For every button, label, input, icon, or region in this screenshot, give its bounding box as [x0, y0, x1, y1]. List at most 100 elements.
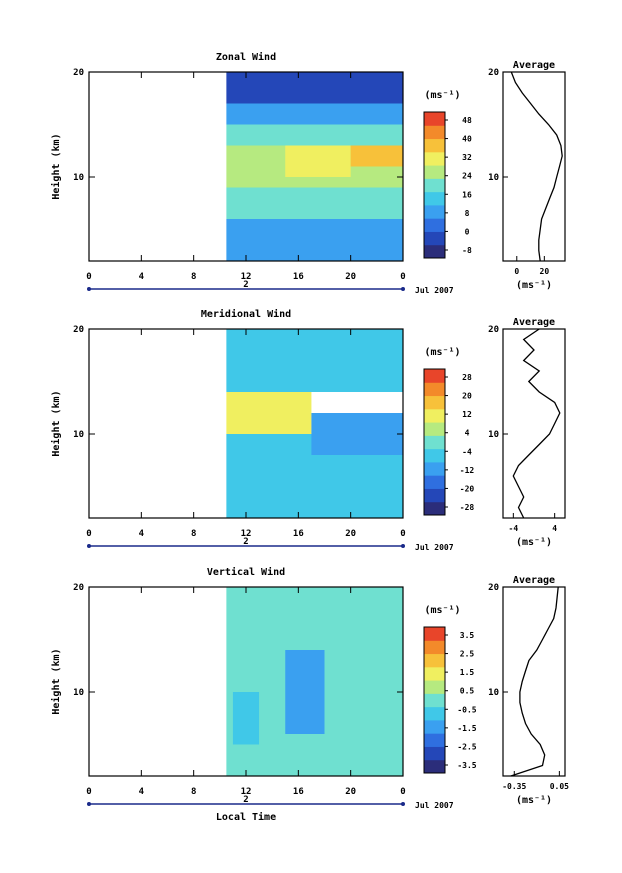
date-bar-end: [401, 802, 405, 806]
chart-title: Meridional Wind: [201, 308, 291, 320]
average-y-tick-label: 20: [488, 583, 499, 593]
colorbar-segment: [424, 680, 445, 694]
colorbar-frame: [423, 111, 446, 259]
date-label: Jul 2007: [415, 543, 454, 552]
date-bar-end: [87, 802, 91, 806]
date-bar-end: [87, 544, 91, 548]
colorbar-segment: [424, 501, 445, 516]
heatmap-cell: [226, 72, 403, 104]
colorbar-tick-label: 8: [465, 209, 470, 218]
average-y-tick-label: 10: [488, 430, 499, 440]
colorbar-tick-label: -12: [460, 466, 475, 475]
colorbar-segment: [424, 461, 445, 476]
colorbar-tick-label: 16: [462, 190, 472, 199]
colorbar-tick-label: 0: [465, 227, 470, 236]
colorbar-segment: [424, 382, 445, 397]
colorbar-tick-label: -1.5: [457, 724, 476, 733]
panel-2: Meridional Wind 20 10 Height (km) 0 4 8 12 16 20 0…: [50, 308, 566, 552]
colorbar-unit: (ms⁻¹): [424, 90, 460, 101]
average-y-tick-label: 20: [488, 68, 499, 78]
colorbar-segment: [424, 244, 445, 259]
colorbar-segment: [424, 733, 445, 747]
day-label: 2: [243, 537, 248, 547]
average-title: Average: [513, 575, 555, 586]
y-axis-label: Height (km): [50, 648, 62, 714]
colorbar-segment: [424, 706, 445, 721]
date-bar-end: [401, 287, 405, 291]
x-tick-label: 8: [191, 787, 196, 797]
average-x-tick-label: 20: [540, 267, 550, 276]
x-tick-label: 20: [345, 529, 356, 539]
colorbar-segment: [424, 395, 445, 410]
y-axis-label: Height (km): [50, 390, 62, 456]
colorbar-tick-label: 20: [462, 392, 472, 401]
chart-title: Vertical Wind: [207, 566, 285, 578]
colorbar-segment: [424, 138, 445, 153]
heatmap-cell: [232, 692, 260, 745]
colorbar-tick-label: 40: [462, 135, 472, 144]
x-tick-label: 16: [293, 529, 304, 539]
colorbar-tick-label: 0.5: [460, 687, 475, 696]
chart-title: Zonal Wind: [216, 51, 276, 63]
x-tick-label: 16: [293, 787, 304, 797]
colorbar-unit: (ms⁻¹): [424, 347, 460, 358]
x-tick-label: 4: [139, 787, 145, 797]
x-tick-label: 4: [139, 529, 145, 539]
panel-3: Vertical Wind 20 10 Height (km) 0 4 8 12 16 20 0 2 J…: [50, 566, 569, 810]
average-title: Average: [513, 317, 555, 328]
heatmap-cell: [226, 187, 403, 219]
x-tick-label: 20: [345, 787, 356, 797]
date-label: Jul 2007: [415, 801, 454, 810]
x-tick-label: 0: [400, 529, 405, 539]
heatmap-cell: [350, 145, 403, 167]
colorbar-segment: [424, 369, 445, 383]
average-frame: [502, 71, 566, 262]
average-title: Average: [513, 60, 555, 71]
heatmap-cell: [226, 103, 403, 125]
x-tick-label: 8: [191, 272, 196, 282]
heatmap-cell: [226, 124, 403, 146]
colorbar-tick-label: 28: [462, 373, 472, 382]
average-profile-line: [512, 328, 561, 519]
x-tick-label: 0: [400, 787, 405, 797]
colorbar-segment: [424, 627, 445, 641]
average-frame: [502, 328, 566, 519]
colorbar-tick-label: 24: [462, 172, 472, 181]
colorbar-segment: [424, 666, 445, 681]
heatmap-cells: [226, 329, 403, 518]
average-y-tick-label: 20: [488, 325, 499, 335]
colorbar-tick-label: -4: [462, 447, 472, 456]
colorbar-segment: [424, 178, 445, 193]
x-tick-label: 4: [139, 272, 145, 282]
average-x-label: (ms⁻¹): [516, 795, 552, 806]
colorbar-segment: [424, 693, 445, 708]
colorbar-segment: [424, 218, 445, 232]
average-x-label: (ms⁻¹): [516, 537, 552, 548]
heatmap-cells: [226, 587, 403, 776]
average-y-tick-label: 10: [488, 688, 499, 698]
x-axis-label: Local Time: [216, 811, 276, 823]
colorbar-segment: [424, 475, 445, 489]
date-label: Jul 2007: [415, 286, 454, 295]
colorbar-tick-label: -20: [460, 484, 475, 493]
colorbar-tick-label: 48: [462, 116, 472, 125]
y-axis-label: Height (km): [50, 133, 62, 199]
colorbar-segment: [424, 653, 445, 668]
x-tick-label: 0: [86, 529, 91, 539]
colorbar-segment: [424, 422, 445, 436]
average-x-tick-label: 4: [552, 524, 557, 533]
colorbar-segment: [424, 112, 445, 126]
colorbar-tick-label: -28: [460, 503, 475, 512]
colorbar-segment: [424, 448, 445, 463]
colorbar-segment: [424, 435, 445, 450]
colorbar-frame: [423, 626, 446, 774]
heatmap-cell: [226, 360, 403, 392]
y-tick-label: 10: [73, 430, 84, 440]
colorbar-tick-label: -3.5: [457, 761, 476, 770]
colorbar-segment: [424, 231, 445, 246]
colorbar-segment: [424, 746, 445, 761]
average-y-tick-label: 10: [488, 173, 499, 183]
colorbar-segment: [424, 151, 445, 166]
heatmap-cell: [311, 413, 403, 455]
